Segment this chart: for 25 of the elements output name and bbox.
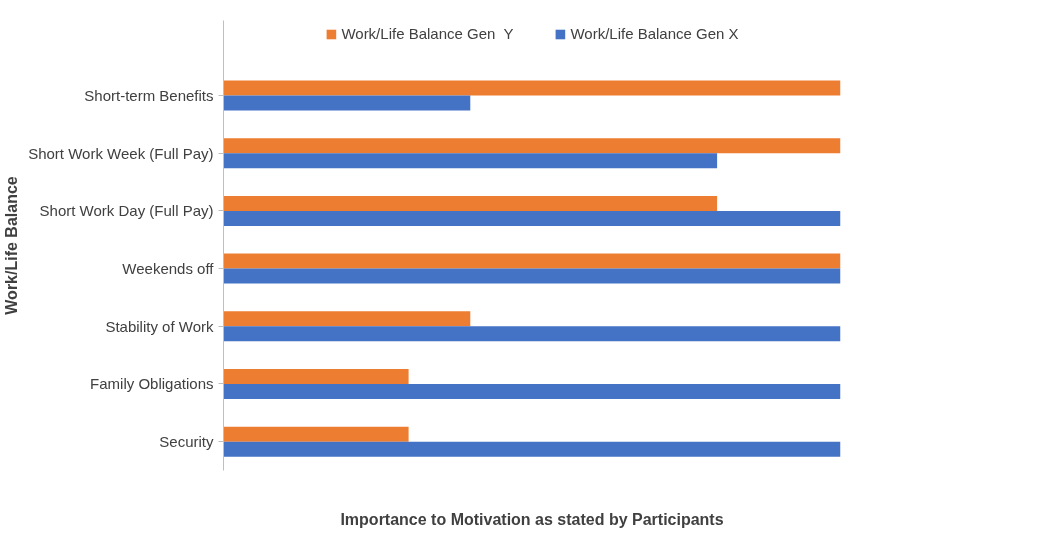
- y-tick-label: Short Work Week (Full Pay): [28, 144, 214, 162]
- bar: [223, 210, 841, 226]
- legend-label: Work/Life Balance Gen Y: [341, 25, 514, 42]
- bar: [223, 195, 718, 211]
- bar: [223, 441, 841, 457]
- bar: [223, 253, 841, 269]
- y-tick-label: Short-term Benefits: [84, 87, 214, 104]
- bar: [223, 95, 471, 111]
- y-tick-label: Security: [159, 433, 214, 451]
- y-tick-label: Short Work Day (Full Pay): [39, 202, 214, 220]
- bar: [223, 80, 841, 96]
- y-tick-label: Family Obligations: [90, 375, 214, 393]
- bar: [223, 383, 841, 399]
- bar: [223, 268, 841, 284]
- bar: [223, 153, 718, 169]
- legend-label: Work/Life Balance Gen X: [570, 25, 739, 42]
- bar: [223, 138, 841, 154]
- y-tick-label: Stability of Work: [105, 317, 214, 335]
- bar: [223, 368, 409, 384]
- x-axis-title: Importance to Motivation as stated by Participants: [340, 510, 724, 528]
- bar: [223, 311, 471, 327]
- bar: [223, 326, 841, 342]
- y-tick-label: Weekends off: [122, 260, 215, 278]
- y-axis-title: Work/Life Balance: [3, 176, 21, 315]
- bar: [223, 426, 409, 442]
